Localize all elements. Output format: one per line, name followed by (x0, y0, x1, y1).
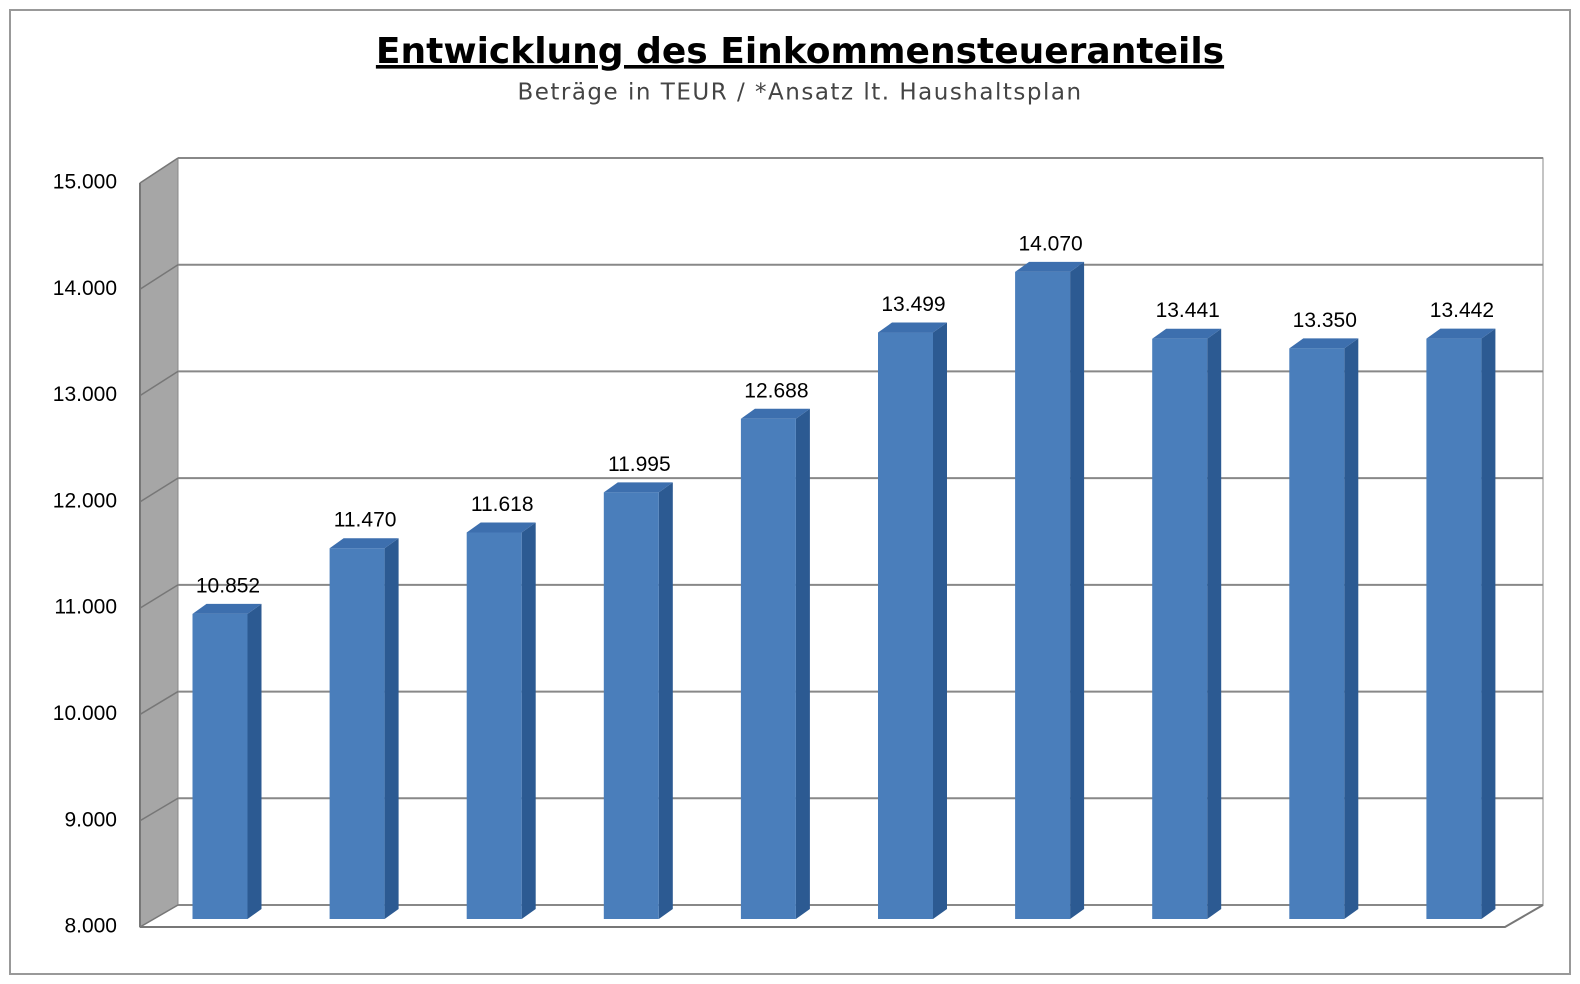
y-tick-label: 9.000 (64, 808, 117, 831)
bar-side (933, 322, 947, 919)
bar (603, 492, 659, 919)
bar-top (1289, 338, 1359, 349)
wall-grid-line (139, 690, 179, 716)
value-label: 10.852 (196, 574, 260, 597)
bar-side (1344, 338, 1359, 919)
bar (466, 532, 522, 919)
value-label: 11.995 (608, 453, 671, 476)
bar-top (466, 522, 536, 533)
bar (1152, 338, 1208, 919)
left-wall (139, 157, 179, 928)
value-label: 13.499 (881, 293, 945, 316)
bar-side (658, 482, 673, 919)
value-label: 14.070 (1018, 232, 1082, 255)
bar-top (740, 408, 810, 419)
value-label: 13.441 (1156, 299, 1220, 322)
bar (740, 418, 796, 919)
bar-top (1152, 328, 1222, 339)
bar (878, 332, 933, 919)
wall-grid-line (139, 904, 179, 928)
bar-top (1015, 261, 1085, 272)
wall-grid-line (139, 370, 179, 397)
bar (192, 613, 248, 919)
value-label: 12.688 (744, 379, 808, 402)
chart-title: Entwicklung des Einkommensteueranteils (376, 31, 1224, 72)
y-tick-label: 11.000 (54, 596, 117, 619)
bar (1289, 348, 1345, 919)
wall-grid-line (139, 584, 179, 609)
bar-side (521, 522, 536, 919)
bar-top (603, 482, 673, 493)
wall-grid-line (139, 157, 179, 184)
y-tick-label: 10.000 (53, 702, 117, 725)
bar (329, 548, 385, 919)
bar-side (247, 603, 262, 919)
value-label: 13.442 (1430, 299, 1494, 322)
bar-side (1207, 328, 1222, 919)
bar-side (1481, 328, 1496, 919)
wall-grid-line (139, 477, 179, 503)
bar-side (795, 408, 810, 919)
value-label: 13.350 (1293, 309, 1357, 332)
bar-side (384, 538, 399, 919)
wall-grid-line (139, 797, 179, 822)
wall-grid-line (139, 264, 179, 290)
bar (1426, 338, 1482, 919)
bar-top (878, 322, 947, 333)
bar-top (329, 538, 399, 549)
value-label: 11.470 (334, 509, 397, 532)
y-tick-label: 12.000 (53, 489, 117, 512)
y-tick-label: 13.000 (53, 383, 117, 406)
bar-top (192, 603, 262, 614)
chart-subtitle: Beträge in TEUR / *Ansatz lt. Haushaltsp… (517, 80, 1082, 106)
floor (140, 904, 1544, 928)
bar-top (1426, 328, 1496, 339)
y-tick-label: 14.000 (53, 277, 117, 300)
value-label: 11.618 (471, 493, 534, 516)
y-tick-label: 8.000 (64, 915, 117, 938)
bar-side (1070, 261, 1085, 919)
bar (1015, 271, 1071, 919)
y-tick-label: 15.000 (53, 171, 117, 194)
